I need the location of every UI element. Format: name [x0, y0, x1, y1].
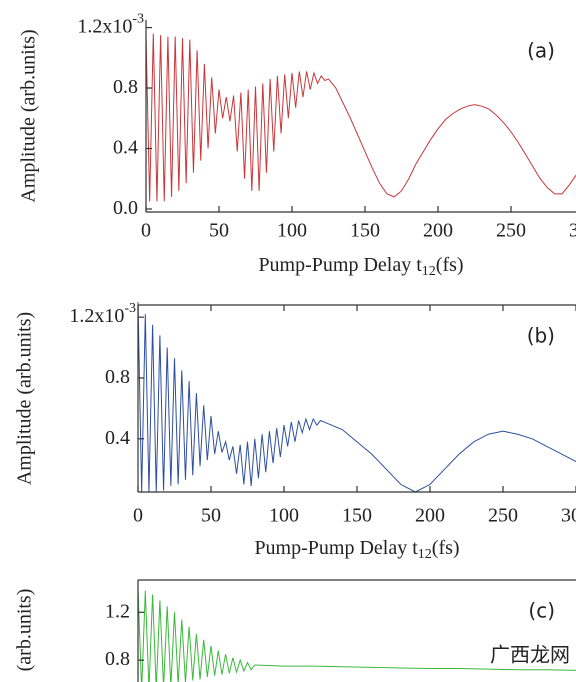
x-tick-label: 50 [201, 505, 221, 527]
watermark: 广西龙网 [490, 643, 570, 667]
tick-text: 0.8 [105, 366, 130, 388]
tick-text: 1.2x10 [77, 15, 132, 37]
y-axis-label: Amplitude (arb.units) [14, 312, 36, 485]
x-tick-label: 250 [496, 220, 526, 242]
tick-text: 0.4 [113, 136, 138, 158]
y-tick-label: 0.8 [105, 366, 130, 388]
y-tick-label: 1.2x10-3 [69, 301, 136, 326]
data-line [137, 588, 576, 682]
tick-text: 1.2 [105, 600, 130, 622]
x-tick-label: 200 [415, 505, 445, 527]
x-tick-label: 150 [342, 505, 372, 527]
x-tick-label: 300 [561, 505, 576, 527]
x-axis-label: Pump-Pump Delay t12(fs) [258, 254, 463, 280]
x-tick-label: 250 [488, 505, 518, 527]
y-tick-label: 0.0 [113, 197, 138, 219]
tick-text: 0.4 [105, 426, 130, 448]
x-tick-label: 100 [269, 505, 299, 527]
x-label-text: (fs) [432, 537, 460, 559]
x-tick-label: 300 [569, 220, 576, 242]
tick-text: 0.8 [113, 76, 138, 98]
panel-label: (a) [527, 39, 555, 63]
x-tick-label: 150 [350, 220, 380, 242]
y-tick-label: 0.4 [105, 426, 130, 448]
x-tick-label: 0 [141, 220, 151, 242]
y-axis-label: (arb.units) [14, 589, 36, 672]
x-tick-label: 50 [209, 220, 229, 242]
tick-exponent: -3 [132, 12, 144, 27]
x-tick-label: 0 [133, 505, 143, 527]
x-label-sub: 12 [422, 264, 436, 279]
y-tick-label: 0.4 [113, 136, 138, 158]
y-axis-label: Amplitude (arb.units) [18, 29, 40, 202]
y-tick-label: 1.2 [105, 600, 130, 622]
x-tick-label: 100 [277, 220, 307, 242]
panel-label: (b) [527, 324, 555, 348]
x-label-text: Pump-Pump Delay t [258, 254, 422, 276]
tick-text: 1.2x10 [69, 305, 124, 327]
data-line [145, 33, 576, 202]
x-label-sub: 12 [418, 547, 432, 562]
x-axis-label: Pump-Pump Delay t12(fs) [254, 537, 459, 563]
panel-label: (c) [528, 599, 555, 623]
x-label-text: (fs) [436, 254, 464, 276]
data-line [137, 301, 576, 493]
x-label-text: Pump-Pump Delay t [254, 537, 418, 559]
tick-exponent: -3 [124, 301, 136, 316]
tick-text: 0.0 [113, 197, 138, 219]
x-tick-label: 200 [423, 220, 453, 242]
y-tick-label: 1.2x10-3 [77, 12, 144, 37]
tick-text: 0.8 [105, 648, 130, 670]
y-tick-label: 0.8 [113, 76, 138, 98]
y-tick-label: 0.8 [105, 648, 130, 670]
